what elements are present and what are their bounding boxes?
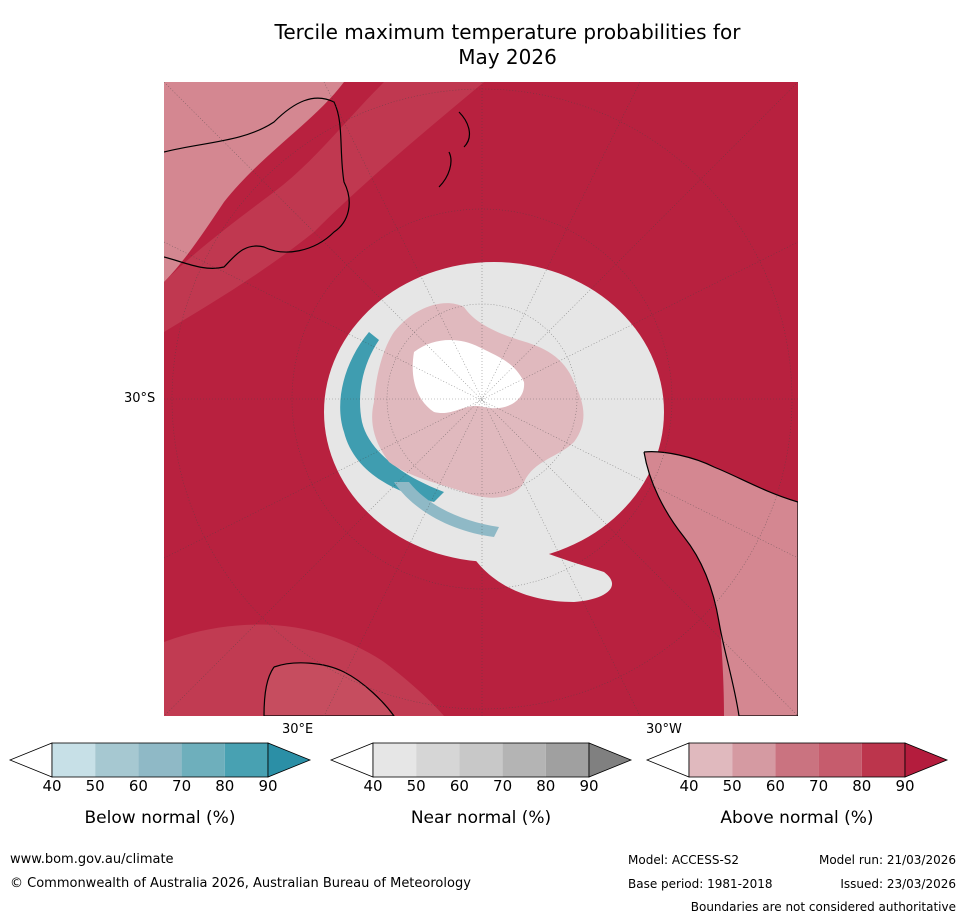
colorbar-tick-label: 90: [895, 777, 915, 795]
colorbar-tick-label: 70: [809, 777, 829, 795]
colorbar-tick-label: 80: [215, 777, 235, 795]
colorbar-tick-label: 60: [449, 777, 469, 795]
colorbar-near-normal: 40 50 60 70 80 90: [329, 742, 633, 799]
colorbar-tick-label: 80: [536, 777, 556, 795]
colorbar-extend-high: [588, 742, 633, 778]
colorbar-swatch: [775, 743, 819, 777]
colorbar-swatch: [138, 743, 182, 777]
title-line-1: Tercile maximum temperature probabilitie…: [274, 20, 741, 44]
colorbar-tick-label: 80: [852, 777, 872, 795]
colorbar-tick-label: 60: [765, 777, 785, 795]
colorbar-swatch: [689, 743, 733, 777]
colorbar-swatch: [818, 743, 862, 777]
colorbar-swatch: [181, 743, 225, 777]
footer-copyright: © Commonwealth of Australia 2026, Austra…: [10, 876, 471, 891]
above-light-region-nw: [164, 82, 344, 282]
footer-base-period: Base period: 1981-2018: [628, 877, 773, 891]
colorbar-swatch: [459, 743, 503, 777]
colorbar-tick-label: 90: [579, 777, 599, 795]
colorbar-near-label: Near normal (%): [410, 808, 552, 828]
footer-disclaimer: Boundaries are not considered authoritat…: [690, 900, 956, 914]
colorbar-tick-label: 50: [406, 777, 426, 795]
map-title: Tercile maximum temperature probabilitie…: [0, 20, 965, 70]
above-mid-region-nw: [164, 82, 484, 332]
colorbar-extend-high: [267, 742, 312, 778]
longitude-label-30w: 30°W: [646, 722, 682, 737]
polar-map: [164, 82, 798, 716]
colorbar-tick-label: 90: [258, 777, 278, 795]
colorbar-tick-label: 60: [128, 777, 148, 795]
below-normal-arc: [340, 332, 444, 502]
footer-model-run: Model run: 21/03/2026: [818, 853, 956, 867]
map-canvas: [164, 82, 798, 716]
colorbar-near-ticks: 40 50 60 70 80 90: [331, 777, 631, 799]
footer-model: Model: ACCESS-S2: [628, 853, 740, 867]
colorbar-swatch: [416, 743, 460, 777]
colorbar-below-ticks: 40 50 60 70 80 90: [10, 777, 310, 799]
africa-outline: [263, 662, 395, 716]
colorbar-tick-label: 70: [493, 777, 513, 795]
australia-outline: [164, 97, 350, 269]
colorbar-swatch: [373, 743, 417, 777]
longitude-label-30e: 30°E: [282, 722, 314, 737]
graticule: [164, 82, 798, 716]
colorbar-tick-label: 70: [172, 777, 192, 795]
colorbar-swatch: [861, 743, 905, 777]
colorbar-below-swatches: [8, 742, 312, 778]
title-line-2: May 2026: [458, 45, 557, 69]
colorbar-extend-low: [645, 742, 690, 778]
south-america-outline: [643, 451, 798, 716]
colorbar-near-swatches: [329, 742, 633, 778]
colorbar-extend-low: [8, 742, 53, 778]
colorbar-extend-low: [329, 742, 374, 778]
below-normal-arc-south: [394, 482, 499, 537]
colorbar-swatch: [52, 743, 96, 777]
footer-website: www.bom.gov.au/climate: [10, 852, 174, 867]
colorbar-extend-high: [904, 742, 949, 778]
colorbar-above-label: Above normal (%): [720, 808, 874, 828]
colorbar-swatch: [732, 743, 776, 777]
colorbar-tick-label: 40: [679, 777, 699, 795]
colorbar-above-ticks: 40 50 60 70 80 90: [647, 777, 947, 799]
latitude-label-30s: 30°S: [124, 391, 156, 406]
footer-issued: Issued: 23/03/2026: [840, 877, 956, 891]
colorbar-swatch: [545, 743, 589, 777]
colorbar-tick-label: 50: [722, 777, 742, 795]
colorbar-below-normal: 40 50 60 70 80 90: [8, 742, 312, 799]
colorbar-swatch: [95, 743, 139, 777]
colorbar-above-swatches: [645, 742, 949, 778]
new-zealand-outline: [438, 111, 471, 188]
colorbar-tick-label: 40: [42, 777, 62, 795]
near-normal-tail: [464, 532, 613, 602]
colorbar-above-normal: 40 50 60 70 80 90: [645, 742, 949, 799]
colorbar-below-label: Below normal (%): [84, 808, 236, 828]
colorbar-tick-label: 50: [85, 777, 105, 795]
colorbar-tick-label: 40: [363, 777, 383, 795]
colorbar-swatch: [224, 743, 268, 777]
colorbar-swatch: [502, 743, 546, 777]
